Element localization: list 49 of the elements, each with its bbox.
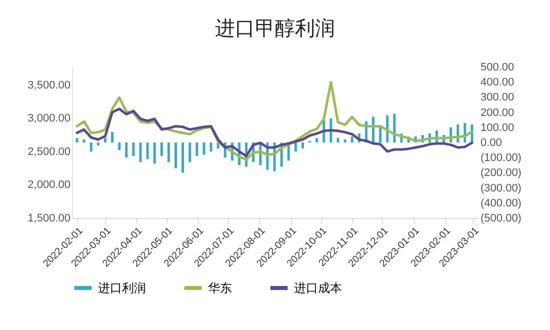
bar <box>146 142 149 160</box>
y2-tick-label: (200.00) <box>480 167 522 180</box>
bar <box>174 142 177 168</box>
y2-tick-label: (100.00) <box>480 152 522 164</box>
bar <box>344 139 346 142</box>
bar <box>82 139 86 142</box>
legend-label: 进口成本 <box>294 281 342 295</box>
bar <box>153 142 156 164</box>
y-tick-label: 3,000.00 <box>28 112 70 125</box>
bar <box>76 138 78 142</box>
bar <box>167 142 170 162</box>
bar <box>336 138 340 142</box>
y2-tick-label: (300.00) <box>480 182 522 194</box>
bar <box>301 142 304 149</box>
bar <box>210 142 212 152</box>
bar <box>316 138 318 142</box>
y-tick-label: 3,500.00 <box>28 79 70 92</box>
bar <box>202 142 206 155</box>
y2-tick-label: 500.00 <box>480 62 514 74</box>
y2-tick-label: (500.00) <box>480 212 522 224</box>
y2-tick-label: (400.00) <box>480 197 522 210</box>
y2-tick-label: 300.00 <box>480 92 514 104</box>
bar <box>90 142 92 152</box>
bar <box>393 114 396 142</box>
y-tick-label: 2,500.00 <box>28 146 70 158</box>
bar <box>196 142 198 156</box>
bar <box>294 142 297 152</box>
y-tick-label: 2,000.00 <box>28 179 70 192</box>
chart-title: 进口甲醇利润 <box>215 18 335 40</box>
bar <box>139 142 142 162</box>
bar <box>188 142 192 162</box>
y2-tick-label: 400.00 <box>480 76 514 89</box>
y2-tick-label: 200.00 <box>480 106 514 119</box>
line-series <box>76 108 474 158</box>
bar <box>182 142 184 173</box>
bar <box>104 138 106 142</box>
legend-label: 进口利润 <box>98 281 146 295</box>
bar <box>111 132 114 142</box>
bar <box>132 142 135 156</box>
y-tick-label: 1,500.00 <box>28 212 70 224</box>
y2-tick-label: 100.00 <box>480 122 514 134</box>
bar <box>379 127 382 142</box>
bar <box>118 142 121 150</box>
bar <box>350 136 354 142</box>
bar <box>160 142 163 156</box>
bar <box>96 142 100 146</box>
legend-label: 华东 <box>208 281 232 295</box>
y2-tick-label: 0.00 <box>480 137 502 149</box>
bar <box>125 142 128 158</box>
